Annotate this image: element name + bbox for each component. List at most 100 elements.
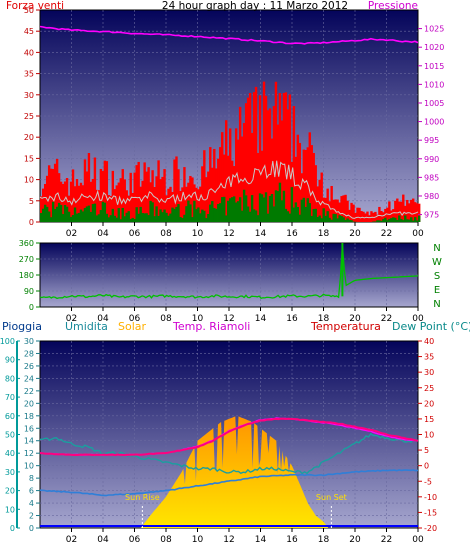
direction-x-tick-label: 12 <box>223 314 234 324</box>
wind-min-bar <box>252 209 256 222</box>
wind-gust-bar <box>85 171 89 222</box>
wind-min-bar <box>93 203 97 222</box>
direction-y-tick-label: 360 <box>19 239 34 248</box>
wind-min-bar <box>211 201 214 222</box>
pressure-y-tick-label: 1010 <box>424 80 444 89</box>
wind-gust-bar <box>406 199 409 222</box>
wind-min-bar <box>113 215 116 222</box>
wind-gust-bar <box>79 182 83 222</box>
wind-gust-bar <box>227 155 230 222</box>
wind-gust-bar <box>47 165 51 222</box>
wind-min-bar <box>65 206 69 222</box>
rain-y-tick-label: 20 <box>5 487 15 496</box>
wind-min-bar <box>101 201 105 222</box>
wind-min-bar <box>193 200 196 222</box>
wind-min-bar <box>272 206 276 222</box>
temp-y-tick-label: 30 <box>424 368 434 377</box>
wind-gust-bar <box>223 154 226 222</box>
wind-min-bar <box>298 214 302 222</box>
wind-min-bar <box>105 213 109 222</box>
wind-average-line <box>39 160 419 219</box>
wind-min-bar <box>284 208 288 222</box>
pressure-axis-title: Pressione <box>368 0 418 12</box>
temp-x-tick-label: 14 <box>255 535 267 545</box>
pressure-y-tick-label: 990 <box>424 155 439 164</box>
pressure-y-tick-label: 1015 <box>424 62 444 71</box>
wind-min-bar <box>258 193 262 222</box>
direction-x-tick-label: 18 <box>318 314 330 324</box>
wind-gust-bar <box>262 81 266 222</box>
humidity-y-tick-label: 28 <box>24 349 34 358</box>
wind-min-bar <box>79 209 83 222</box>
rain-y-tick-label: 30 <box>5 468 15 477</box>
pressure-y-tick-label: 1020 <box>424 43 444 52</box>
humidity-y-tick-label: 14 <box>24 437 34 446</box>
wind-min-bar <box>157 215 160 222</box>
wind-min-bar <box>127 211 130 222</box>
wind-min-bar <box>145 213 148 222</box>
wind-min-bar <box>215 208 218 222</box>
wind-gust-bar <box>250 132 254 222</box>
wind-gust-bar <box>300 173 304 222</box>
wind-min-bar <box>270 194 274 222</box>
wind-gust-bar <box>304 149 307 222</box>
wind-gust-bar <box>298 142 302 222</box>
wind-min-bar <box>175 206 178 222</box>
wind-gust-bar <box>258 95 262 222</box>
wind-gust-bar <box>155 176 158 222</box>
wind-gust-bar <box>153 186 156 222</box>
wind-min-bar <box>244 195 248 222</box>
wind-min-bar <box>232 196 236 222</box>
wind-gust-bar <box>312 152 315 222</box>
wind-gust-bar <box>137 161 140 222</box>
humidity-y-tick-label: 30 <box>24 337 34 346</box>
wind-min-bar <box>163 209 166 222</box>
wind-gust-bar <box>410 199 413 222</box>
wind-gust-bar <box>217 158 220 222</box>
wind-gust-bar <box>314 165 317 222</box>
wind-min-bar <box>57 202 61 222</box>
humidity-y-tick-label: 20 <box>24 399 34 408</box>
wind-axis-title: Forza venti <box>6 0 64 12</box>
wind-gust-bar <box>282 93 286 222</box>
wind-min-bar <box>246 206 250 222</box>
wind-gust-bar <box>326 188 329 222</box>
wind-gust-bar <box>121 169 124 222</box>
sun-set-label: Sun Set <box>316 493 347 502</box>
wind-min-bar <box>290 187 294 222</box>
wind-min-bar <box>59 204 63 222</box>
wind-gust-bar <box>346 200 349 222</box>
wind-min-bar <box>71 215 75 222</box>
wind-gust-bar <box>318 179 321 222</box>
direction-x-tick-label: 20 <box>349 314 361 324</box>
legend-temp-riamoli: Temp. Riamoli <box>172 320 250 333</box>
humidity-y-tick-label: 22 <box>24 387 34 396</box>
wind-min-bar <box>406 219 409 222</box>
wind-min-bar <box>256 215 260 222</box>
wind-gust-bar <box>380 211 383 222</box>
humidity-y-tick-label: 8 <box>29 474 34 483</box>
wind-min-bar <box>229 198 232 222</box>
direction-compass-label: E <box>434 285 440 296</box>
humidity-y-tick-label: 16 <box>24 424 34 433</box>
wind-min-bar <box>73 207 77 222</box>
wind-gust-bar <box>240 136 244 222</box>
wind-min-bar <box>203 210 206 222</box>
wind-min-bar <box>296 206 300 222</box>
pressure-y-tick-label: 985 <box>424 173 439 182</box>
pressure-y-tick-label: 980 <box>424 192 439 201</box>
wind-min-bar <box>95 215 99 222</box>
wind-gust-bar <box>388 201 391 222</box>
wind-gust-bar <box>143 162 146 222</box>
wind-gust-bar <box>284 92 288 222</box>
wind-gust-bar <box>356 207 359 222</box>
wind-min-bar <box>75 213 79 222</box>
wind-gust-bar <box>43 183 47 222</box>
wind-min-bar <box>294 202 298 222</box>
wind-gust-bar <box>203 150 206 222</box>
wind-min-bar <box>390 218 393 222</box>
wind-min-bar <box>155 206 158 222</box>
temperature-line <box>39 417 419 457</box>
humidity-y-tick-label: 6 <box>29 487 34 496</box>
wind-min-bar <box>91 204 95 222</box>
